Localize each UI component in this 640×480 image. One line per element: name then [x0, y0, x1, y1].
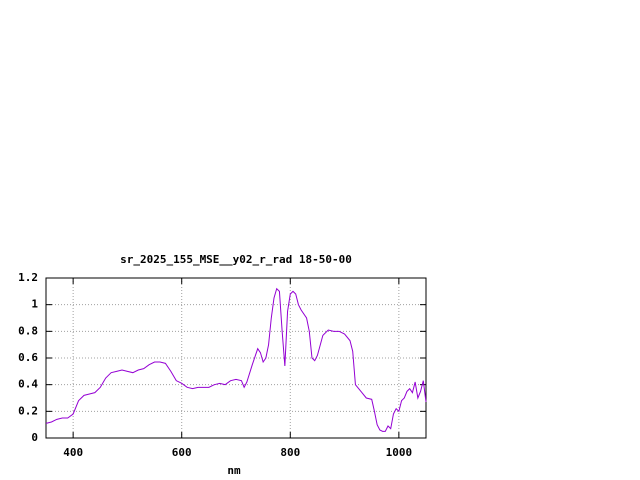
chart-title: sr_2025_155_MSE__y02_r_rad 18-50-00 — [120, 253, 352, 266]
y-tick-label: 1.2 — [18, 271, 38, 284]
data-line — [45, 287, 427, 432]
y-tick-label: 0.4 — [18, 378, 38, 391]
x-tick-label: 400 — [63, 446, 83, 459]
y-tick-label: 1 — [31, 298, 38, 311]
x-tick-label: 800 — [280, 446, 300, 459]
x-tick-label: 1000 — [386, 446, 413, 459]
x-axis-label: nm — [227, 464, 241, 477]
y-tick-label: 0.2 — [18, 404, 38, 417]
y-tick-label: 0.8 — [18, 324, 38, 337]
plot-frame — [45, 277, 427, 439]
y-tick-label: 0.6 — [18, 351, 38, 364]
y-tick-label: 0 — [31, 431, 38, 444]
x-tick-label: 600 — [172, 446, 192, 459]
